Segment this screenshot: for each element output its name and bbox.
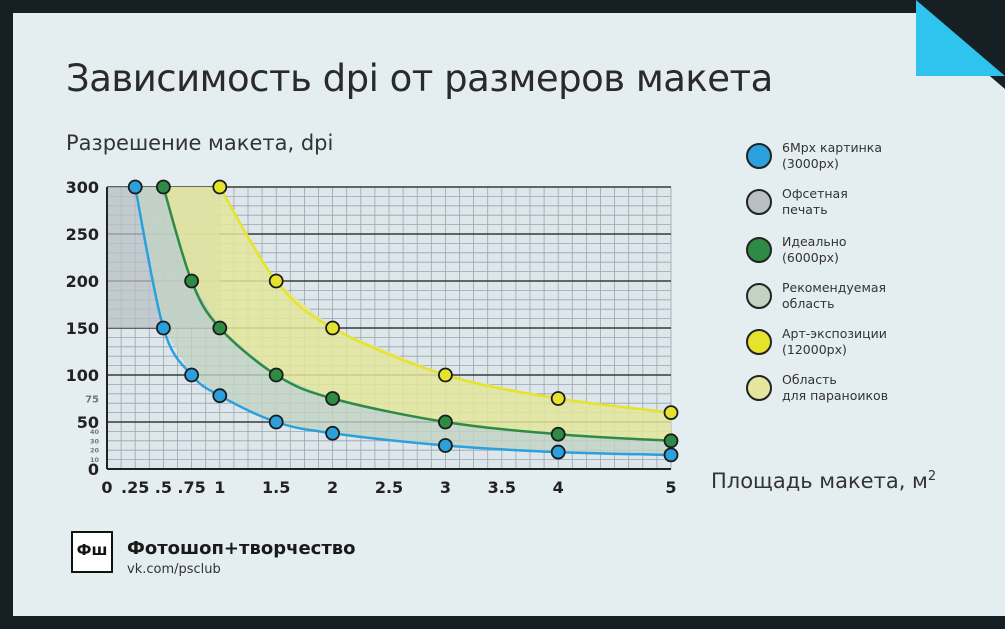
y-tick-label-minor: 30 <box>90 437 100 445</box>
y-tick-label: 50 <box>77 413 99 432</box>
data-point-blue <box>550 444 566 460</box>
data-point-blue <box>663 447 679 463</box>
legend-item: Офсетная печать <box>746 186 946 229</box>
data-point-green <box>155 179 171 195</box>
data-point-yellow <box>437 367 453 383</box>
data-point-yellow <box>550 391 566 406</box>
x-axis-label: Площадь макета, м2 <box>711 469 936 493</box>
x-tick-label: 5 <box>665 478 676 497</box>
page-title: Зависимость dpi от размеров макета <box>66 57 773 100</box>
legend-label-line: Идеально <box>782 234 847 249</box>
legend-label: Рекомендуемая область <box>782 280 942 312</box>
legend-item: Идеально (6000px) <box>746 234 946 277</box>
y-tick-label-minor: 20 <box>90 447 100 455</box>
legend-label: 6Mpx картинка (3000px) <box>782 140 942 172</box>
legend-label: Арт-экспозиции (12000px) <box>782 326 942 358</box>
folded-corner-shape <box>916 0 1005 76</box>
data-point-green <box>663 433 679 449</box>
x-tick-label: .75 <box>177 478 205 497</box>
legend-label-line: Офсетная <box>782 186 848 201</box>
data-point-blue <box>268 414 284 430</box>
legend-label-line: (3000px) <box>782 156 839 171</box>
x-tick-label: 2 <box>327 478 338 497</box>
legend-swatch <box>746 237 772 263</box>
data-point-yellow <box>325 320 341 336</box>
legend-item: 6Mpx картинка (3000px) <box>746 140 946 183</box>
legend-label-line: Рекомендуемая <box>782 280 887 295</box>
y-tick-label: 150 <box>66 319 99 338</box>
legend-item: Рекомендуемая область <box>746 280 946 323</box>
x-tick-label: 1.5 <box>262 478 290 497</box>
legend-item: Арт-экспозиции (12000px) <box>746 326 946 369</box>
x-tick-label: .5 <box>155 478 172 497</box>
x-tick-label: 1 <box>214 478 225 497</box>
x-tick-label: 0 <box>101 478 112 497</box>
y-tick-label: 300 <box>66 178 99 197</box>
x-axis-label-sup: 2 <box>927 469 937 484</box>
data-point-green <box>550 426 566 442</box>
y-tick-label-minor: 10 <box>90 456 100 464</box>
y-axis-label: Разрешение макета, dpi <box>66 131 334 155</box>
legend-swatch <box>746 143 772 169</box>
legend-label-line: для параноиков <box>782 388 889 403</box>
data-point-yellow <box>663 405 679 421</box>
data-point-blue <box>155 320 171 336</box>
x-tick-label: 2.5 <box>375 478 403 497</box>
data-point-green <box>268 367 284 383</box>
x-tick-label: 3.5 <box>488 478 516 497</box>
line-series-yellow <box>218 186 672 414</box>
brand-logo[interactable]: Фш <box>71 531 113 573</box>
y-tick-label: 250 <box>66 225 99 244</box>
legend-item: Область для параноиков <box>746 372 946 415</box>
card: Зависимость dpi от размеров макета Разре… <box>13 13 1005 616</box>
legend-label: Область для параноиков <box>782 372 942 404</box>
data-point-yellow <box>268 273 284 289</box>
y-tick-label: 0 <box>88 460 99 479</box>
legend-swatch <box>746 283 772 309</box>
y-tick-label: 100 <box>66 366 99 385</box>
data-point-yellow <box>212 179 228 195</box>
y-tick-label-minor: 75 <box>85 395 99 406</box>
legend-label: Идеально (6000px) <box>782 234 942 266</box>
legend-swatch <box>746 375 772 401</box>
folded-corner-icon <box>916 0 1005 76</box>
legend-label-line: 6Mpx картинка <box>782 140 882 155</box>
data-point-green <box>184 273 200 289</box>
data-point-blue <box>212 388 228 404</box>
legend-label-line: область <box>782 296 835 311</box>
x-tick-label: .25 <box>121 478 149 497</box>
x-tick-label: 3 <box>440 478 451 497</box>
x-axis-label-text: Площадь макета, м <box>711 469 928 493</box>
data-point-blue <box>127 179 143 195</box>
data-point-green <box>325 391 341 406</box>
data-point-blue <box>437 438 453 453</box>
legend-label: Офсетная печать <box>782 186 942 218</box>
brand-url[interactable]: vk.com/psclub <box>127 562 221 577</box>
legend-label-line: Арт-экспозиции <box>782 326 887 341</box>
data-point-blue <box>325 425 341 441</box>
brand-logo-text: Фш <box>76 541 108 559</box>
recommended-area <box>135 187 671 455</box>
y-tick-label-minor: 40 <box>90 428 100 436</box>
data-point-green <box>212 320 228 336</box>
legend-label-line: Область <box>782 372 837 387</box>
legend-label-line: печать <box>782 202 828 217</box>
x-tick-label: 4 <box>553 478 564 497</box>
brand-name[interactable]: Фотошоп+творчество <box>127 538 356 559</box>
legend-label-line: (12000px) <box>782 342 847 357</box>
legend-swatch <box>746 329 772 355</box>
paranoid-area <box>163 187 671 441</box>
legend-label-line: (6000px) <box>782 250 839 265</box>
data-point-blue <box>184 367 200 383</box>
data-point-green <box>437 414 453 430</box>
y-tick-label: 200 <box>66 272 99 291</box>
legend-swatch <box>746 189 772 215</box>
